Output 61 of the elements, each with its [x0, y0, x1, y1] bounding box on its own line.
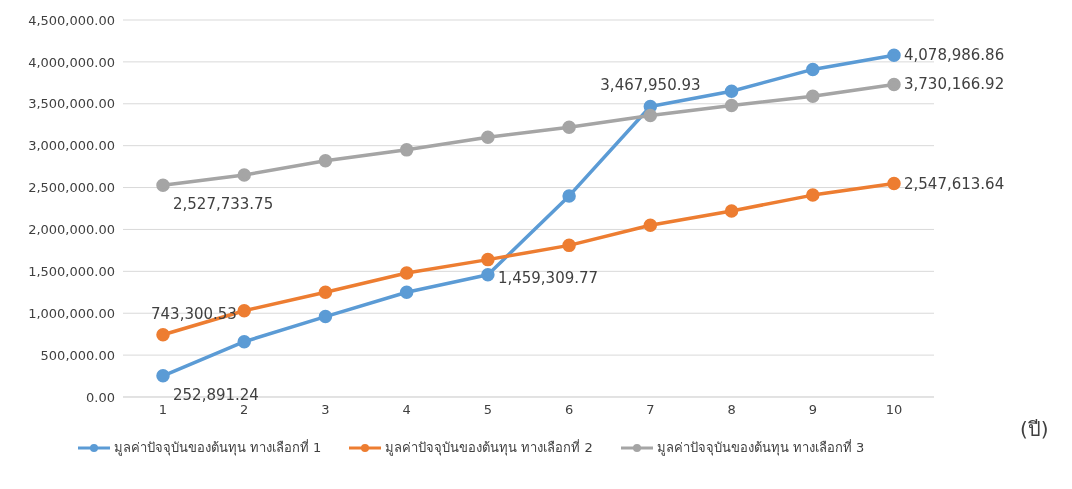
- point: [562, 238, 576, 253]
- point: [156, 178, 170, 192]
- point: [399, 143, 414, 157]
- point: [399, 266, 414, 280]
- data-label: 252,891.24: [173, 385, 259, 404]
- data-label: 1,459,309.77: [497, 268, 599, 287]
- data-label: 2,527,733.75: [173, 195, 274, 214]
- point: [237, 334, 251, 349]
- point: [399, 285, 414, 300]
- point: [156, 327, 170, 342]
- y-tick-label: 2,500,000.00: [28, 180, 115, 196]
- point: [724, 204, 739, 218]
- x-tick-label: 3: [321, 402, 330, 418]
- y-tick-label: 3,000,000.00: [28, 138, 115, 154]
- y-tick-label: 1,000,000.00: [28, 305, 115, 321]
- x-tick-label: 6: [564, 402, 574, 418]
- point: [481, 267, 495, 282]
- legend-label: มูลค่าปัจจุบันของต้นทุน ทางเลือกที่ 3: [655, 438, 865, 458]
- point: [481, 252, 495, 267]
- legend-label: มูลค่าปัจจุบันของต้นทุน ทางเลือกที่ 1: [112, 438, 322, 458]
- x-tick-label: 8: [727, 402, 736, 418]
- point: [806, 89, 820, 103]
- y-tick-label: 3,500,000.00: [28, 96, 115, 112]
- point: [318, 309, 333, 324]
- point: [806, 188, 820, 202]
- x-tick-label: 7: [646, 402, 655, 418]
- point: [562, 120, 576, 134]
- data-label: 4,078,986.86: [904, 46, 1005, 65]
- x-tick-label: 2: [240, 402, 249, 418]
- x-tick-label: 5: [483, 402, 493, 418]
- point: [237, 168, 251, 182]
- y-tick-label: 1,500,000.00: [28, 263, 115, 279]
- data-label: 743,300.53: [151, 304, 237, 323]
- y-tick-label: 2,000,000.00: [28, 222, 115, 238]
- point: [887, 48, 901, 63]
- x-tick-label: 9: [808, 402, 817, 418]
- point: [887, 176, 901, 191]
- y-tick-label: 500,000.00: [40, 347, 115, 363]
- point: [318, 285, 333, 300]
- point: [562, 189, 576, 203]
- x-tick-label: 10: [885, 402, 903, 418]
- point: [806, 62, 820, 77]
- x-axis-title: (ปี): [1020, 416, 1049, 443]
- point: [643, 108, 658, 123]
- data-label: 2,547,613.64: [904, 174, 1005, 193]
- x-tick-label: 1: [158, 402, 168, 418]
- point: [481, 130, 495, 145]
- point: [643, 218, 658, 233]
- point: [724, 98, 739, 113]
- legend-label: มูลค่าปัจจุบันของต้นทุน ทางเลือกที่ 2: [384, 438, 593, 458]
- point: [318, 154, 333, 168]
- y-tick-label: 4,000,000.00: [28, 54, 115, 70]
- y-tick-label: 0.00: [86, 389, 115, 405]
- data-label: 3,730,166.92: [904, 75, 1005, 94]
- x-tick-label: 4: [402, 402, 411, 418]
- data-label: 3,467,950.93: [600, 76, 701, 95]
- point: [237, 303, 251, 318]
- point: [724, 84, 739, 98]
- point: [887, 77, 901, 92]
- y-tick-label: 4,500,000.00: [28, 12, 115, 28]
- point: [156, 369, 170, 383]
